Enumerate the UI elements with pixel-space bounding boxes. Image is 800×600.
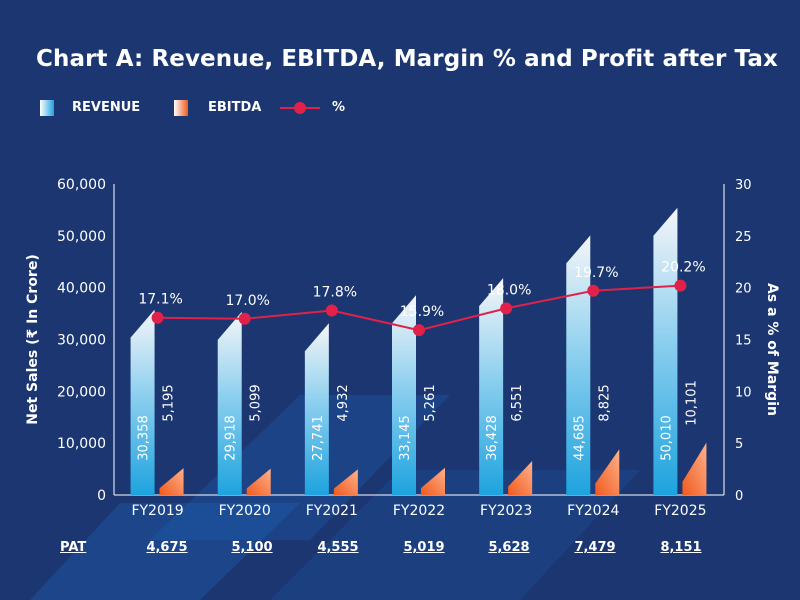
revenue-data-label: 29,918 (224, 415, 239, 461)
pat-value: 4,555 (317, 540, 359, 555)
margin-data-label: 17.8% (313, 284, 357, 300)
y-tick-label: 40,000 (57, 281, 106, 297)
y-tick-label: 0 (97, 488, 106, 504)
revenue-bar (566, 235, 591, 495)
pat-value: 5,628 (488, 540, 530, 555)
ebitda-bar (333, 469, 358, 495)
ebitda-bar (682, 442, 707, 495)
legend-swatch-ebitda (174, 100, 188, 116)
y-tick-label: 30,000 (57, 333, 106, 349)
y2-tick-label: 5 (735, 437, 743, 452)
margin-point (238, 312, 251, 325)
ebitda-bar (508, 461, 533, 495)
y2-tick-label: 25 (735, 230, 752, 245)
pat-value: 5,019 (403, 540, 445, 555)
x-tick-label: FY2021 (306, 503, 358, 519)
revenue-data-label: 33,145 (398, 415, 413, 461)
legend-label-revenue: REVENUE (72, 100, 141, 115)
y2-tick-label: 0 (735, 489, 743, 504)
x-tick-label: FY2025 (654, 503, 706, 519)
legend-label-ebitda: EBITDA (208, 100, 262, 115)
ebitda-bar (159, 468, 184, 495)
x-tick-label: FY2023 (480, 503, 532, 519)
margin-data-label: 19.7% (574, 265, 618, 281)
x-tick-label: FY2024 (567, 503, 619, 519)
revenue-bar (392, 295, 416, 495)
ebitda-data-label: 4,932 (336, 384, 351, 421)
pat-value: 4,675 (146, 540, 188, 555)
revenue-data-label: 30,358 (137, 415, 152, 461)
ebitda-data-label: 6,551 (510, 384, 525, 421)
margin-point (500, 302, 513, 315)
margin-point (587, 284, 600, 297)
legend-label-margin: % (332, 100, 346, 115)
ebitda-data-label: 10,101 (684, 380, 699, 426)
pat-row: PAT 4,675 5,100 4,555 5,019 5,628 7,479 … (0, 540, 800, 560)
chart-title: Chart A: Revenue, EBITDA, Margin % and P… (36, 46, 778, 72)
y2-tick-label: 20 (735, 282, 752, 297)
margin-point (674, 279, 687, 292)
ebitda-bar (246, 468, 271, 495)
revenue-bar (653, 207, 678, 495)
y-tick-label: 60,000 (57, 177, 106, 193)
x-tick-label: FY2020 (219, 503, 271, 519)
y2-axis-label: As a % of Margin (764, 283, 780, 416)
y-tick-label: 50,000 (57, 229, 106, 245)
ebitda-data-label: 5,261 (423, 384, 438, 421)
margin-point (413, 324, 425, 337)
ebitda-data-label: 5,099 (249, 384, 264, 421)
revenue-data-label: 27,741 (311, 415, 326, 461)
y-axis-label: Net Sales (₹ In Crore) (25, 254, 41, 424)
background-decor (30, 395, 640, 600)
pat-value: 5,100 (231, 540, 273, 555)
revenue-bar (479, 278, 504, 495)
ebitda-bar (595, 449, 620, 495)
revenue-data-label: 36,428 (485, 415, 500, 461)
x-tick-label: FY2022 (393, 503, 445, 519)
y2-tick-label: 30 (735, 178, 752, 193)
ebitda-data-label: 5,195 (162, 384, 177, 421)
ebitda-data-label: 8,825 (597, 384, 612, 421)
pat-value: 8,151 (660, 540, 702, 555)
y2-tick-label: 15 (735, 334, 752, 349)
margin-point (325, 304, 338, 317)
y2-tick-label: 10 (735, 385, 752, 400)
x-tick-label: FY2019 (131, 503, 183, 519)
pat-value: 7,479 (574, 540, 616, 555)
margin-data-label: 18.0% (487, 282, 531, 298)
margin-data-label: 17.1% (138, 292, 182, 308)
revenue-bar (217, 311, 242, 495)
legend-swatch-margin (280, 102, 320, 114)
legend-swatch-revenue (40, 100, 54, 116)
revenue-data-label: 50,010 (659, 415, 674, 461)
y-tick-label: 20,000 (57, 384, 106, 400)
revenue-bar (304, 323, 329, 495)
pat-label: PAT (60, 540, 87, 555)
margin-data-label: 15.9% (400, 304, 444, 320)
revenue-data-label: 44,685 (572, 415, 587, 461)
ebitda-bar (421, 467, 445, 495)
margin-data-label: 20.2% (661, 260, 705, 276)
margin-point (151, 311, 164, 324)
revenue-bar (130, 309, 155, 495)
y-tick-label: 10,000 (57, 436, 106, 452)
margin-data-label: 17.0% (225, 293, 269, 309)
